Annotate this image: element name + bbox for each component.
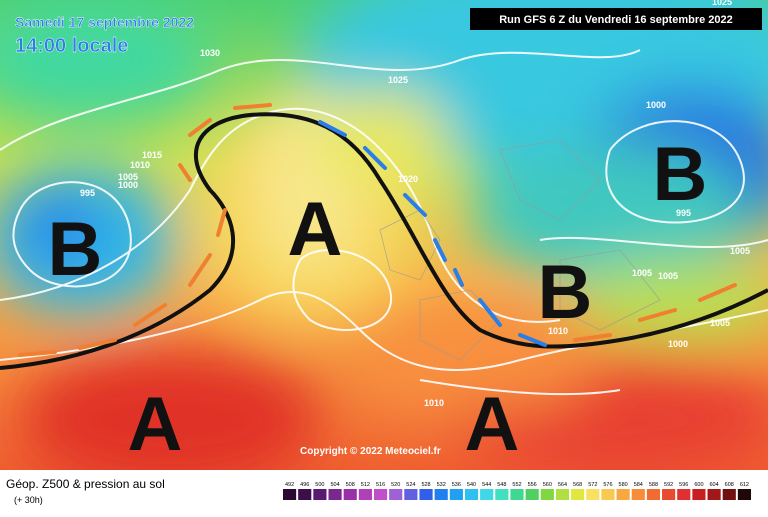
isobar-label: 1005 (710, 318, 730, 328)
isobar-label: 1005 (118, 172, 138, 182)
scale-label: 600 (694, 482, 703, 488)
scale-label: 524 (406, 482, 415, 488)
scale-swatch (283, 489, 297, 500)
scale-label: 552 (512, 482, 521, 488)
date-label: Samedi 17 septembre 2022 (15, 14, 194, 30)
scale-swatch (449, 489, 463, 500)
scale-label: 540 (467, 482, 476, 488)
footer-lead: (+ 30h) (14, 495, 43, 505)
scale-swatch (677, 489, 691, 500)
copyright: Copyright © 2022 Meteociel.fr (300, 446, 441, 457)
pressure-center: B (653, 132, 708, 217)
scale-label: 556 (528, 482, 537, 488)
scale-swatch (616, 489, 630, 500)
scale-swatch (343, 489, 357, 500)
scale-label: 580 (619, 482, 628, 488)
isobar-label: 1020 (398, 174, 418, 184)
scale-swatch (707, 489, 721, 500)
run-box (470, 8, 762, 30)
scale-swatch (631, 489, 645, 500)
scale-label: 508 (346, 482, 355, 488)
scale-label: 520 (391, 482, 400, 488)
map-field (0, 0, 768, 470)
scale-label: 532 (437, 482, 446, 488)
isobar-label: 1015 (142, 150, 162, 160)
scale-swatch (555, 489, 570, 500)
scale-label: 560 (543, 482, 552, 488)
scale-swatch (510, 489, 524, 500)
scale-swatch (540, 489, 554, 500)
pressure-center: A (465, 382, 520, 467)
scale-swatch (434, 489, 448, 500)
isobar-label: 995 (676, 208, 691, 218)
footer-title: Géop. Z500 & pression au sol (6, 477, 165, 491)
isobar-label: 1005 (632, 268, 652, 278)
scale-swatch (480, 489, 494, 500)
scale-swatch (692, 489, 706, 500)
run-label: Run GFS 6 Z du Vendredi 16 septembre 202… (499, 14, 733, 26)
scale-label: 604 (710, 482, 719, 488)
scale-label: 584 (634, 482, 643, 488)
scale-swatch (586, 489, 600, 500)
scale-label: 548 (497, 482, 506, 488)
scale-label: 500 (315, 482, 324, 488)
time-label: 14:00 locale (15, 35, 128, 57)
pressure-center: B (538, 250, 593, 335)
isobar-label: 995 (80, 188, 95, 198)
isobar-label: 1005 (730, 246, 750, 256)
scale-label: 588 (649, 482, 658, 488)
scale-label: 544 (482, 482, 491, 488)
scale-swatch (525, 489, 539, 500)
isobar-label: 1010 (130, 160, 150, 170)
scale-label: 536 (452, 482, 461, 488)
pressure-center: B (48, 207, 103, 292)
isobar-label: 1025 (712, 0, 732, 7)
scale-label: 572 (588, 482, 597, 488)
scale-swatch (662, 489, 676, 500)
scale-swatch (737, 489, 751, 500)
scale-swatch (419, 489, 433, 500)
scale-swatch (646, 489, 661, 500)
scale-label: 516 (376, 482, 385, 488)
scale-label: 492 (285, 482, 294, 488)
scale-swatch (722, 489, 736, 500)
scale-swatch (495, 489, 509, 500)
scale-swatch (464, 489, 479, 500)
scale-label: 576 (603, 482, 612, 488)
isobar-label: 1010 (424, 398, 444, 408)
pressure-center: A (288, 187, 343, 272)
scale-swatch (373, 489, 388, 500)
isobar-label: 1030 (200, 48, 220, 58)
scale-label: 608 (725, 482, 734, 488)
isobar-label: 1000 (118, 180, 138, 190)
scale-label: 504 (330, 482, 339, 488)
isobar-label: 1005 (658, 271, 678, 281)
scale-swatch (404, 489, 418, 500)
scale-swatch (389, 489, 403, 500)
isobar-label: 1000 (668, 339, 688, 349)
isobar-label: 1000 (646, 100, 666, 110)
pressure-center: A (128, 382, 183, 467)
scale-label: 568 (573, 482, 582, 488)
scale-label: 596 (679, 482, 688, 488)
scale-swatch (358, 489, 372, 500)
scale-swatch (328, 489, 342, 500)
scale-swatch (571, 489, 585, 500)
scale-label: 592 (664, 482, 673, 488)
scale-label: 612 (740, 482, 749, 488)
isobar-label: 1025 (388, 75, 408, 85)
scale-label: 512 (361, 482, 370, 488)
scale-swatch (298, 489, 312, 500)
scale-label: 496 (300, 482, 309, 488)
scale-label: 564 (558, 482, 567, 488)
scale-swatch (601, 489, 615, 500)
scale-label: 528 (421, 482, 430, 488)
scale-swatch (313, 489, 327, 500)
isobar-label: 1010 (548, 326, 568, 336)
